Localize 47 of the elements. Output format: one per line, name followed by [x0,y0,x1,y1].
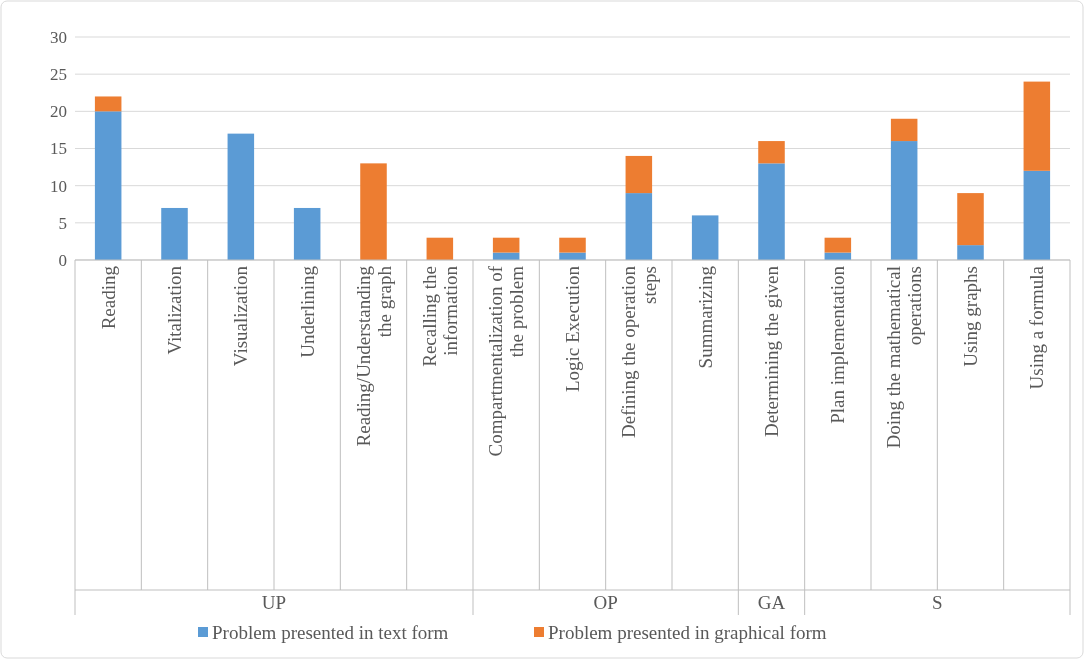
bar [94,111,122,260]
x-tick-label: Defining the operation steps [618,265,660,439]
text: OP [593,592,618,614]
bar [559,237,586,253]
bar [824,237,852,253]
x-tick-label: Determining the given [761,265,783,437]
text: GA [757,592,786,614]
legend-label: Problem presented in graphical form [548,621,827,643]
y-tick-label: 30 [50,27,67,47]
x-tick-label: Reading/Understanding the graph [352,265,395,447]
x-tick-label: Using a formula [1026,265,1048,390]
x-tick-label: Reading [97,265,119,330]
text: UP [261,592,287,614]
x-tick-label: Doing the mathematical operations [883,266,926,449]
bar [161,207,188,260]
bar [1023,81,1051,171]
x-tick-label: Visualization [230,265,252,367]
bar [426,237,454,260]
bar [227,133,255,260]
legend-label: Problem presented in text form [212,621,449,643]
bar [957,245,984,260]
x-tick-label: Logic Execution [562,265,584,393]
bar [492,237,520,253]
y-tick-label: 25 [50,65,67,85]
bar [758,141,785,164]
bar [758,163,785,260]
bar [625,193,653,260]
bar [625,155,653,194]
bar [94,96,122,112]
x-tick-label: Vitalization [164,265,186,355]
bar [691,215,719,260]
text: S [932,592,943,614]
bar [890,118,918,142]
bar [890,141,918,260]
x-tick-label: Using graphs [960,266,982,367]
bar [1023,170,1051,260]
x-tick-label: Plan implementation [827,265,849,424]
y-tick-label: 5 [58,213,67,233]
bar [360,163,387,260]
y-tick-label: 20 [50,102,67,122]
x-tick-label: Summarizing [694,265,716,369]
bar [293,207,321,260]
y-tick-label: 10 [50,176,67,196]
bar [957,193,984,246]
x-tick-label: Underlining [296,265,318,358]
y-tick-label: 0 [58,250,67,270]
y-tick-label: 15 [50,139,67,159]
